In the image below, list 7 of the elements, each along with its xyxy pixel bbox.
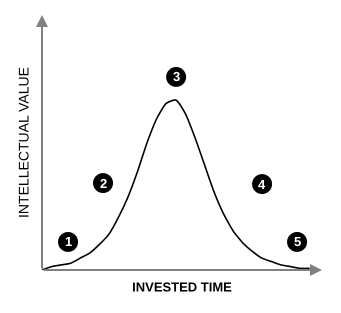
annotation: 4 [258, 177, 266, 192]
y-axis-title: INTELLECTUAL VALUE [16, 67, 32, 218]
text: 3 [173, 69, 180, 84]
x-axis-title: INVESTED TIME [132, 280, 232, 295]
annotation: 5 [294, 234, 302, 249]
annotation: 2 [100, 176, 108, 191]
annotation: 1 [65, 234, 72, 249]
